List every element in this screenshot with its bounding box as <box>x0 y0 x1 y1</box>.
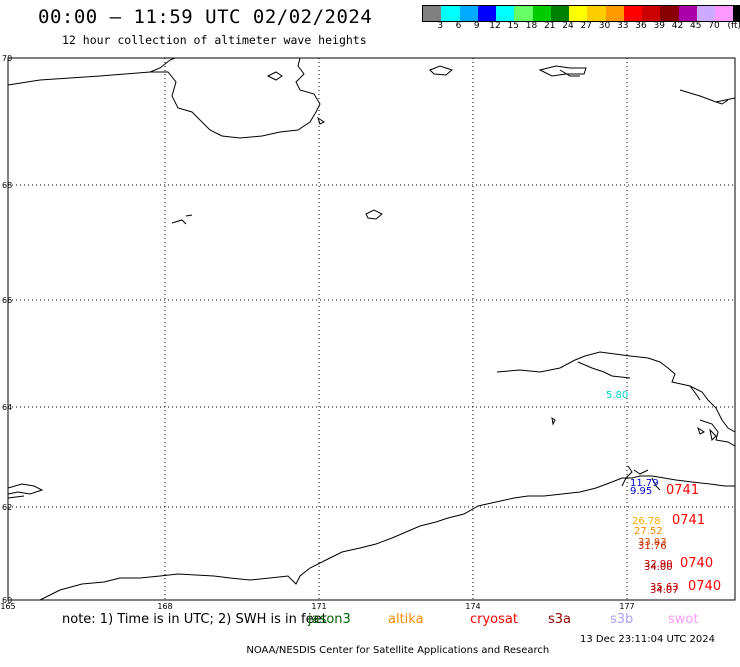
color-swatch <box>569 6 588 21</box>
color-scale-label: 39 <box>653 21 665 31</box>
lon-label: 177 <box>619 602 634 611</box>
color-swatch <box>550 6 569 21</box>
color-scale-label: 45 <box>690 21 702 31</box>
color-scale-label: 27 <box>580 21 592 31</box>
color-swatch <box>696 6 715 21</box>
lat-label: 64 <box>2 403 12 412</box>
map-subtitle: 12 hour collection of altimeter wave hei… <box>62 33 367 47</box>
color-swatch <box>605 6 624 21</box>
observation-label: 26.78 <box>632 516 661 527</box>
color-swatch <box>514 6 533 21</box>
color-scale-label: 21 <box>544 21 556 31</box>
footer: NOAA/NESDIS Center for Satellite Applica… <box>240 634 715 667</box>
legend-item-s3a: s3a <box>548 612 572 627</box>
legend-item-cryosat: cryosat <box>470 612 518 627</box>
color-scale-label: 70 <box>708 21 720 31</box>
lon-label: 174 <box>465 602 480 611</box>
color-scale-label: 15 <box>507 21 519 31</box>
lat-label: 62 <box>2 503 12 512</box>
observation-label: 27.52 <box>634 526 663 537</box>
color-scale-label: 6 <box>455 21 462 31</box>
color-scale-label: (ft) <box>727 21 740 31</box>
observation-label: 34.00 <box>644 562 673 573</box>
color-scale-labels: 3 6 9 12 15 18 21 24 27 30 33 36 39 42 45 70 (ft) <box>422 21 740 33</box>
observation-label: 0740 <box>680 556 713 571</box>
color-scale-label: 18 <box>525 21 538 31</box>
observation-label: 35.63 <box>650 582 679 593</box>
footer-timestamp: 13 Dec 23:11:04 UTC 2024 <box>580 634 715 645</box>
legend-item-jason3: jason3 <box>308 612 351 627</box>
color-swatch <box>623 6 642 21</box>
color-swatch <box>715 6 734 21</box>
color-swatch <box>678 6 697 21</box>
color-swatch <box>587 6 606 21</box>
color-scale-label: 24 <box>562 21 574 31</box>
color-swatch <box>459 6 478 21</box>
observation-label: 9.95 <box>630 486 652 497</box>
color-scale-label: 33 <box>617 21 629 31</box>
color-scale-bar <box>422 5 740 22</box>
observation-label: 0740 <box>688 579 721 594</box>
map-note: note: 1) Time is in UTC; 2) SWH is in fe… <box>62 612 327 627</box>
color-scale-label: 36 <box>635 21 647 31</box>
color-scale-label: 30 <box>598 21 611 31</box>
observation-label: 0741 <box>672 513 705 528</box>
map-title: 00:00 – 11:59 UTC 02/02/2024 <box>38 6 373 28</box>
lat-label: 66 <box>2 296 12 305</box>
lat-labels: 70 68 66 64 62 60 <box>2 54 12 605</box>
color-scale-label: 3 <box>437 21 444 31</box>
lon-label: 168 <box>157 602 172 611</box>
color-scale-label: 9 <box>473 21 480 31</box>
legend-item-s3b: s3b <box>610 612 634 627</box>
color-scale-label: 42 <box>671 21 684 31</box>
observation-label: 32.90 <box>644 559 673 570</box>
color-swatch <box>660 6 679 21</box>
observation-label: 11.79 <box>630 478 659 489</box>
color-scale-label: 12 <box>489 21 501 31</box>
lon-label: 165 <box>0 602 15 611</box>
observation-label: 31.76 <box>638 541 667 552</box>
color-swatch <box>532 6 551 21</box>
color-swatch <box>441 6 460 21</box>
observation-label: 0741 <box>666 483 699 498</box>
map-frame <box>7 57 736 601</box>
color-swatch <box>423 6 442 21</box>
lat-label: 70 <box>2 54 12 63</box>
color-swatch <box>477 6 496 21</box>
wave-height-map: 70 68 66 64 62 60 165 168 171 174 177 5.80 11.799.… <box>0 54 736 611</box>
lat-label: 68 <box>2 181 12 190</box>
footer-credit: NOAA/NESDIS Center for Satellite Applica… <box>246 645 550 656</box>
map-grid <box>8 57 735 600</box>
observation-label: 33.83 <box>638 537 667 548</box>
observation-label: 34.07 <box>650 585 679 596</box>
lon-label: 171 <box>311 602 326 611</box>
legend-item-swot: swot <box>668 612 699 627</box>
lat-label: 60 <box>2 596 12 605</box>
lon-labels: 165 168 171 174 177 <box>0 602 634 611</box>
color-swatch <box>642 6 661 21</box>
color-swatch <box>496 6 515 21</box>
legend-item-altika: altika <box>388 612 424 627</box>
coastlines <box>7 57 736 601</box>
color-swatch <box>733 6 740 21</box>
observation-label: 5.80 <box>606 390 628 401</box>
